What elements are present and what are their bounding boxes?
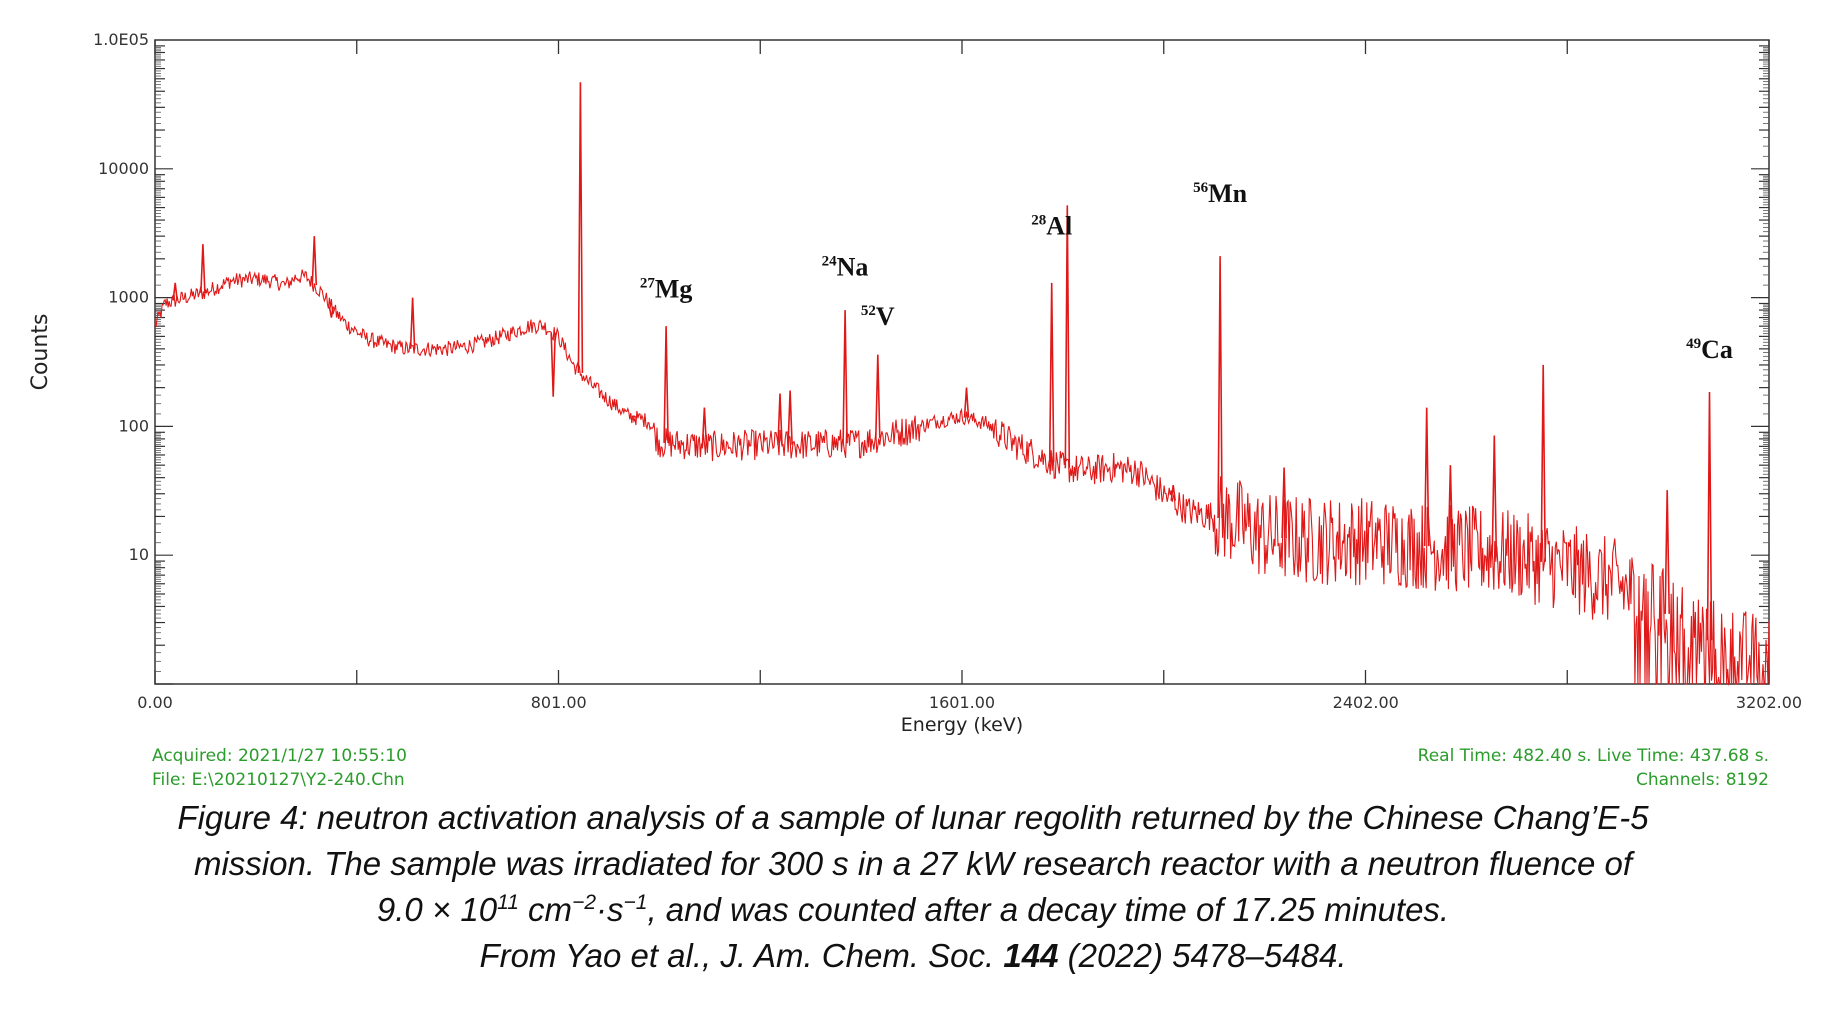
- y-tick-label: 1.0E05: [93, 30, 149, 49]
- spectrum-peak: [1423, 407, 1430, 547]
- element-symbol: Mg: [655, 275, 693, 304]
- spectrum-peak: [875, 354, 881, 439]
- isotope-mass-number: 24: [822, 254, 838, 270]
- y-tick-label: 10000: [98, 159, 149, 178]
- y-tick-label: 100: [118, 416, 149, 435]
- spectrum-peak: [1540, 364, 1546, 562]
- spectrum-peak: [409, 297, 416, 349]
- peak-annotations: 27Mg 24Na 52V 28Al 56Mn 49Ca: [640, 179, 1733, 364]
- peak-label-mn: 56Mn: [1193, 179, 1248, 208]
- peak-label-mg: 27Mg: [640, 275, 693, 304]
- spectrum-peak: [311, 236, 318, 286]
- isotope-mass-number: 56: [1193, 180, 1209, 196]
- spectrum-peak: [1170, 484, 1176, 501]
- caption-line-2: mission. The sample was irradiated for 3…: [193, 845, 1632, 882]
- x-tick-label: 0.00: [137, 693, 173, 712]
- spectrum-series: [154, 82, 1770, 687]
- channel-count: Channels: 8192: [1635, 770, 1769, 790]
- spectrum-peak: [172, 282, 178, 301]
- peak-label-v: 52V: [861, 302, 895, 331]
- caption-line-3: 9.0 × 1011 cm−2·s−1, and was counted aft…: [0, 887, 1826, 933]
- element-symbol: Al: [1046, 211, 1072, 240]
- y-tick-label: 10: [129, 545, 149, 564]
- x-tick-label: 2402.00: [1333, 693, 1399, 712]
- file-path: File: E:\20210127\Y2-240.Chn: [152, 770, 405, 790]
- spectrum-peak: [963, 387, 970, 418]
- element-symbol: Ca: [1701, 335, 1733, 364]
- axis-ticks: [154, 40, 1770, 685]
- timing-info: Real Time: 482.40 s. Live Time: 437.68 s…: [1418, 744, 1769, 792]
- spectrum-peak: [787, 390, 793, 445]
- y-axis-label: Counts: [28, 314, 53, 391]
- spectrum-peak: [631, 415, 637, 419]
- spectrum-peak: [701, 407, 708, 447]
- spectrum-peak: [1281, 467, 1287, 539]
- x-tick-label: 3202.00: [1736, 693, 1802, 712]
- caption-unit-s: ·s: [596, 891, 624, 928]
- isotope-mass-number: 27: [640, 276, 656, 292]
- peak-label-ca: 49Ca: [1686, 335, 1733, 364]
- spectrum-peak: [1064, 205, 1071, 469]
- isotope-mass-number: 28: [1031, 212, 1046, 228]
- isotope-mass-number: 52: [861, 303, 876, 319]
- caption-pages: (2022) 5478–5484.: [1058, 937, 1347, 974]
- caption-decay-text: , and was counted after a decay time of …: [647, 891, 1450, 928]
- spectrum-peak: [1217, 256, 1223, 519]
- caption-unit-cm: cm: [518, 891, 573, 928]
- spectrum-peak: [663, 326, 669, 444]
- caption-line-4: From Yao et al., J. Am. Chem. Soc. 144 (…: [0, 933, 1826, 979]
- spectrum-line: [154, 269, 1770, 687]
- element-symbol: V: [876, 302, 895, 331]
- spectrum-peak: [1048, 282, 1055, 463]
- caption-exponent-2: −2: [572, 891, 597, 914]
- spectrum-peak: [1447, 465, 1454, 549]
- figure-caption: Figure 4: neutron activation analysis of…: [0, 795, 1826, 979]
- spectrum-peak: [842, 310, 848, 444]
- peak-label-na: 24Na: [822, 253, 869, 282]
- x-tick-label: 801.00: [531, 693, 587, 712]
- x-axis-label: Energy (keV): [901, 714, 1023, 736]
- spectrum-peak: [1664, 490, 1670, 614]
- acquired-timestamp: Acquired: 2021/1/27 10:55:10: [152, 746, 407, 766]
- caption-exponent-3: −1: [623, 891, 648, 914]
- plot-frame: [154, 39, 1770, 685]
- isotope-mass-number: 49: [1686, 336, 1701, 352]
- spectrum-peak: [200, 244, 206, 293]
- spectrum-chart: 0.00 801.00 1601.00 2402.00 3202.00 10 100 1000…: [28, 30, 1802, 736]
- spectrum-peak: [1491, 435, 1498, 553]
- y-tick-label: 1000: [108, 288, 149, 307]
- caption-volume: 144: [1003, 937, 1059, 974]
- acquisition-info: Acquired: 2021/1/27 10:55:10 File: E:\20…: [152, 744, 407, 792]
- spectrum-peak: [550, 332, 556, 397]
- spectrum-peak: [328, 306, 335, 318]
- spectrum-peak: [577, 82, 584, 374]
- x-tick-label: 1601.00: [929, 693, 995, 712]
- real-live-time: Real Time: 482.40 s. Live Time: 437.68 s…: [1417, 746, 1769, 766]
- caption-citation: From Yao et al., J. Am. Chem. Soc.: [479, 937, 1004, 974]
- peak-label-al: 28Al: [1031, 211, 1072, 240]
- axis-tick-labels: 0.00 801.00 1601.00 2402.00 3202.00 10 100 1000…: [93, 30, 1802, 712]
- spectrum-peak: [777, 393, 783, 445]
- element-symbol: Na: [837, 253, 869, 282]
- plot-border: [154, 39, 1770, 685]
- spectrum-peak: [1706, 391, 1713, 641]
- caption-fluence-value: 9.0 × 10: [376, 891, 498, 928]
- caption-exponent-1: 11: [497, 891, 519, 914]
- element-symbol: Mn: [1208, 179, 1248, 208]
- caption-line-1: Figure 4: neutron activation analysis of…: [177, 799, 1649, 836]
